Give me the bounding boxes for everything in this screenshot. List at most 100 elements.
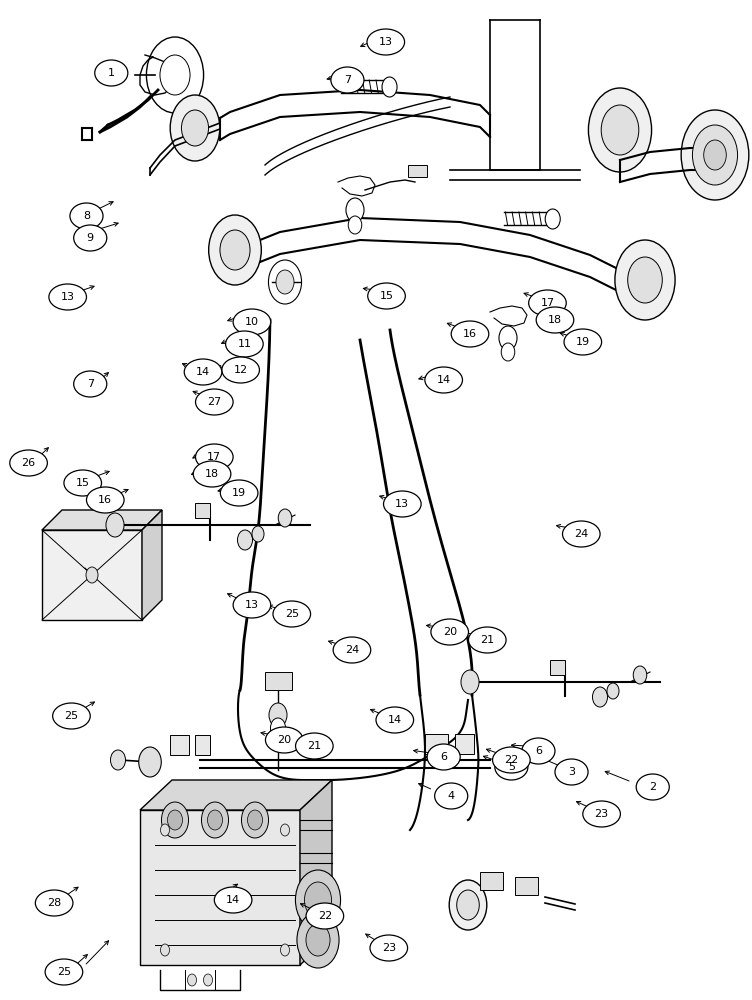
Ellipse shape [562, 521, 600, 547]
Ellipse shape [427, 744, 460, 770]
Circle shape [633, 666, 647, 684]
Ellipse shape [95, 60, 128, 86]
Circle shape [607, 683, 619, 699]
Ellipse shape [306, 903, 344, 929]
Circle shape [280, 824, 290, 836]
Ellipse shape [196, 389, 233, 415]
Bar [515, 877, 538, 895]
Bar [455, 734, 474, 754]
Circle shape [162, 802, 189, 838]
Circle shape [138, 747, 161, 777]
Text: 25: 25 [57, 967, 71, 977]
Text: 15: 15 [380, 291, 393, 301]
Text: 24: 24 [345, 645, 359, 655]
Circle shape [160, 824, 169, 836]
Text: 13: 13 [379, 37, 393, 47]
Ellipse shape [431, 619, 468, 645]
Circle shape [252, 526, 264, 542]
Circle shape [615, 240, 675, 320]
Bar [195, 735, 210, 755]
Circle shape [204, 974, 213, 986]
Text: 13: 13 [61, 292, 74, 302]
Ellipse shape [564, 329, 602, 355]
Ellipse shape [86, 487, 124, 513]
Text: 14: 14 [196, 367, 210, 377]
Text: 20: 20 [443, 627, 456, 637]
Ellipse shape [468, 627, 506, 653]
Ellipse shape [331, 67, 364, 93]
Ellipse shape [49, 284, 86, 310]
Polygon shape [140, 780, 332, 810]
Text: 1: 1 [108, 68, 115, 78]
Circle shape [271, 718, 286, 738]
Text: 13: 13 [245, 600, 259, 610]
Ellipse shape [193, 461, 231, 487]
Circle shape [147, 37, 204, 113]
Text: 27: 27 [208, 397, 221, 407]
Circle shape [160, 55, 190, 95]
Circle shape [693, 125, 738, 185]
Circle shape [168, 810, 183, 830]
Circle shape [160, 944, 169, 956]
Circle shape [241, 802, 268, 838]
Text: 23: 23 [382, 943, 396, 953]
Circle shape [306, 924, 330, 956]
Ellipse shape [368, 283, 405, 309]
Text: 13: 13 [396, 499, 409, 509]
Ellipse shape [226, 331, 263, 357]
Text: 16: 16 [99, 495, 112, 505]
Circle shape [111, 750, 126, 770]
Circle shape [461, 670, 479, 694]
Ellipse shape [451, 321, 489, 347]
Text: 12: 12 [234, 365, 247, 375]
Text: 15: 15 [76, 478, 89, 488]
Ellipse shape [222, 357, 259, 383]
Text: 24: 24 [575, 529, 588, 539]
Ellipse shape [333, 637, 371, 663]
Ellipse shape [495, 754, 528, 780]
Text: 22: 22 [318, 911, 332, 921]
Text: 2: 2 [649, 782, 656, 792]
Circle shape [601, 105, 638, 155]
Bar [425, 734, 447, 754]
Circle shape [382, 77, 397, 97]
Circle shape [296, 870, 341, 930]
Ellipse shape [74, 225, 107, 251]
Ellipse shape [233, 309, 271, 335]
Circle shape [545, 209, 560, 229]
Text: 26: 26 [22, 458, 35, 468]
Ellipse shape [529, 290, 566, 316]
Text: 25: 25 [65, 711, 78, 721]
Ellipse shape [70, 203, 103, 229]
Ellipse shape [184, 359, 222, 385]
Text: 23: 23 [595, 809, 608, 819]
Polygon shape [42, 530, 142, 620]
Ellipse shape [370, 935, 408, 961]
Circle shape [348, 216, 362, 234]
Bar [408, 165, 427, 177]
Circle shape [276, 270, 294, 294]
Circle shape [209, 215, 262, 285]
Circle shape [269, 703, 287, 727]
Ellipse shape [367, 29, 405, 55]
Circle shape [181, 110, 208, 146]
Ellipse shape [220, 480, 258, 506]
Ellipse shape [10, 450, 47, 476]
Circle shape [187, 974, 196, 986]
Text: 17: 17 [208, 452, 221, 462]
Text: 22: 22 [505, 755, 518, 765]
Text: 3: 3 [568, 767, 575, 777]
Text: 10: 10 [245, 317, 259, 327]
Text: 8: 8 [83, 211, 90, 221]
Circle shape [268, 260, 302, 304]
Ellipse shape [384, 491, 421, 517]
Text: 11: 11 [238, 339, 251, 349]
Text: 25: 25 [285, 609, 299, 619]
Circle shape [593, 687, 608, 707]
Polygon shape [142, 510, 162, 620]
Ellipse shape [45, 959, 83, 985]
Circle shape [220, 230, 250, 270]
Text: 19: 19 [576, 337, 590, 347]
Ellipse shape [74, 371, 107, 397]
Circle shape [170, 95, 220, 161]
